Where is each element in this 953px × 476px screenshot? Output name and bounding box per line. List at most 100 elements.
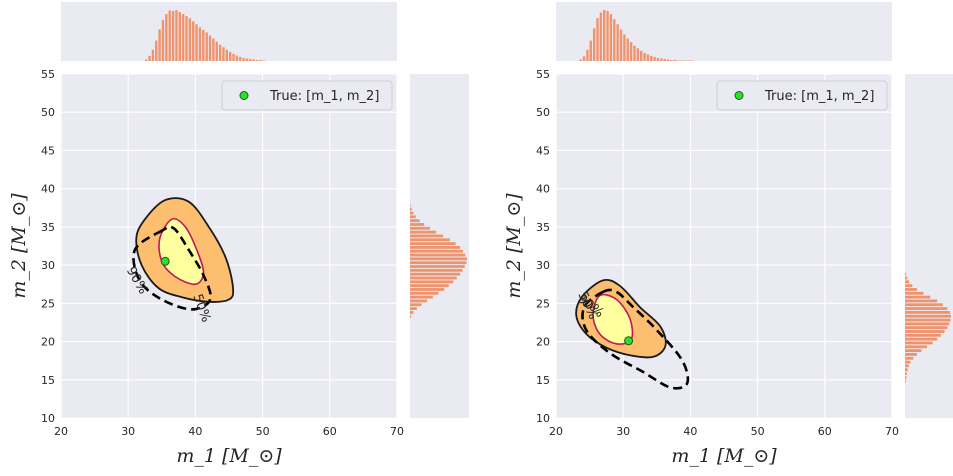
marginal-y-bar: [410, 211, 414, 215]
marginal-x-bar: [262, 60, 265, 61]
true-point-right: [624, 336, 634, 346]
marginal-y-bar: [905, 322, 950, 326]
x-tick-label: 40: [188, 425, 202, 438]
marginal-y-bar: [410, 261, 467, 265]
marginal-y-bar: [410, 295, 433, 299]
y-tick-label: 40: [536, 183, 550, 196]
marginal-x-bar: [259, 59, 262, 61]
legend-box-right: [716, 80, 888, 111]
marginal-y-bar: [410, 242, 456, 245]
y-tick-label: 50: [536, 106, 550, 119]
legend-label-left: True: [m_1, m_2]: [269, 89, 379, 104]
x-tick-label: 40: [683, 425, 697, 438]
marginal-x-bar: [161, 20, 165, 61]
marginal-x-bar: [592, 28, 596, 61]
marginal-x-bar: [229, 51, 232, 61]
marginal-x-bar: [680, 60, 683, 61]
marginal-x-bar: [676, 60, 680, 61]
marginal-y-bar: [905, 295, 931, 299]
marginal-y-bar: [410, 246, 461, 249]
marginal-x-bar: [633, 45, 636, 61]
marginal-x-bar: [690, 60, 693, 61]
marginal-x-bar: [603, 10, 606, 61]
reference-contour-90: [132, 225, 212, 311]
marginal-x-left-background: [61, 2, 397, 61]
y-tick-label: 40: [41, 183, 55, 196]
marginal-x-bar: [616, 24, 619, 62]
x-tick-label: 50: [256, 425, 270, 438]
plot-area-right: [556, 74, 892, 418]
marginal-y-right: [905, 74, 953, 418]
marginal-x-bar: [249, 58, 252, 61]
marginal-x-bar: [650, 55, 653, 61]
marginal-y-bar: [410, 238, 450, 242]
marginal-x-bar: [646, 54, 650, 61]
marginal-x-bar: [168, 10, 171, 61]
legend-label-right: True: [m_1, m_2]: [764, 89, 874, 104]
marginal-y-bar: [905, 330, 945, 333]
marginal-x-bar: [252, 59, 255, 61]
marginal-y-bar: [410, 314, 412, 318]
marginal-y-left: [410, 74, 469, 418]
x-tick-label: 20: [54, 425, 68, 438]
marginal-y-bar: [410, 257, 467, 261]
marginal-y-bar: [905, 291, 924, 295]
marginal-y-bar: [905, 326, 948, 330]
marginal-x-bar: [212, 38, 215, 61]
marginal-y-bar: [410, 253, 466, 257]
marginal-y-bar: [410, 234, 444, 238]
marginal-x-bar: [239, 56, 242, 61]
marginal-y-right-background: [905, 74, 953, 418]
marginal-x-bar: [178, 12, 181, 61]
marginal-x-bar: [683, 60, 687, 61]
marginal-y-bar: [905, 276, 908, 280]
credible-region-50: [158, 217, 205, 286]
marginal-x-bar: [225, 49, 228, 61]
marginal-y-bar: [905, 318, 951, 322]
marginal-x-bar: [640, 50, 643, 61]
x-tick-label: 30: [616, 425, 630, 438]
marginal-x-bar: [202, 29, 205, 61]
marginal-x-bar: [208, 35, 212, 61]
marginal-x-bar: [242, 57, 245, 61]
marginal-x-bar: [171, 11, 175, 61]
marginal-y-bar: [410, 303, 422, 307]
marginal-x-bar: [673, 59, 676, 61]
marginal-x-bar: [643, 52, 646, 61]
marginal-y-bar: [905, 337, 938, 341]
y-tick-label: 20: [536, 336, 550, 349]
ylabel-right: m_2 [M_⊙]: [503, 193, 525, 299]
marginal-y-bar: [905, 272, 906, 276]
marginal-x-bar: [165, 14, 168, 61]
ylabel-left: m_2 [M_⊙]: [8, 193, 30, 299]
y-tick-label: 45: [41, 144, 55, 157]
marginal-x-bar: [181, 14, 185, 61]
marginal-y-bar: [410, 299, 428, 303]
marginal-x-right: [556, 2, 892, 62]
x-tick-label: 60: [818, 425, 832, 438]
marginal-y-bar: [905, 310, 951, 314]
marginal-y-bar: [410, 280, 454, 284]
marginal-y-bar: [905, 364, 909, 368]
marginal-x-bar: [579, 59, 582, 61]
marginal-x-bar: [656, 57, 660, 61]
marginal-y-bar: [410, 219, 420, 223]
y-tick-label: 50: [41, 106, 55, 119]
legend-marker-right: [734, 91, 744, 100]
marginal-x-bar: [185, 16, 188, 61]
x-tick-label: 60: [323, 425, 337, 438]
true-point-left: [160, 256, 170, 266]
marginal-y-bar: [410, 226, 430, 230]
legend-box-left: [221, 80, 393, 111]
main-axes-left: 50%90% 20 30 40 50 60 7010152025303540455055 …: [8, 68, 404, 467]
legend-left: True: [m_1, m_2]: [221, 80, 393, 111]
xlabel-right: m_1 [M_⊙]: [671, 445, 777, 467]
marginal-y-bar: [410, 272, 461, 276]
marginal-y-bar: [905, 288, 917, 291]
marginal-y-bar: [410, 215, 416, 219]
marginal-x-bar: [245, 58, 249, 61]
marginal-y-bar: [410, 284, 449, 288]
marginal-y-bar: [905, 356, 914, 360]
marginal-x-bar: [629, 42, 633, 61]
